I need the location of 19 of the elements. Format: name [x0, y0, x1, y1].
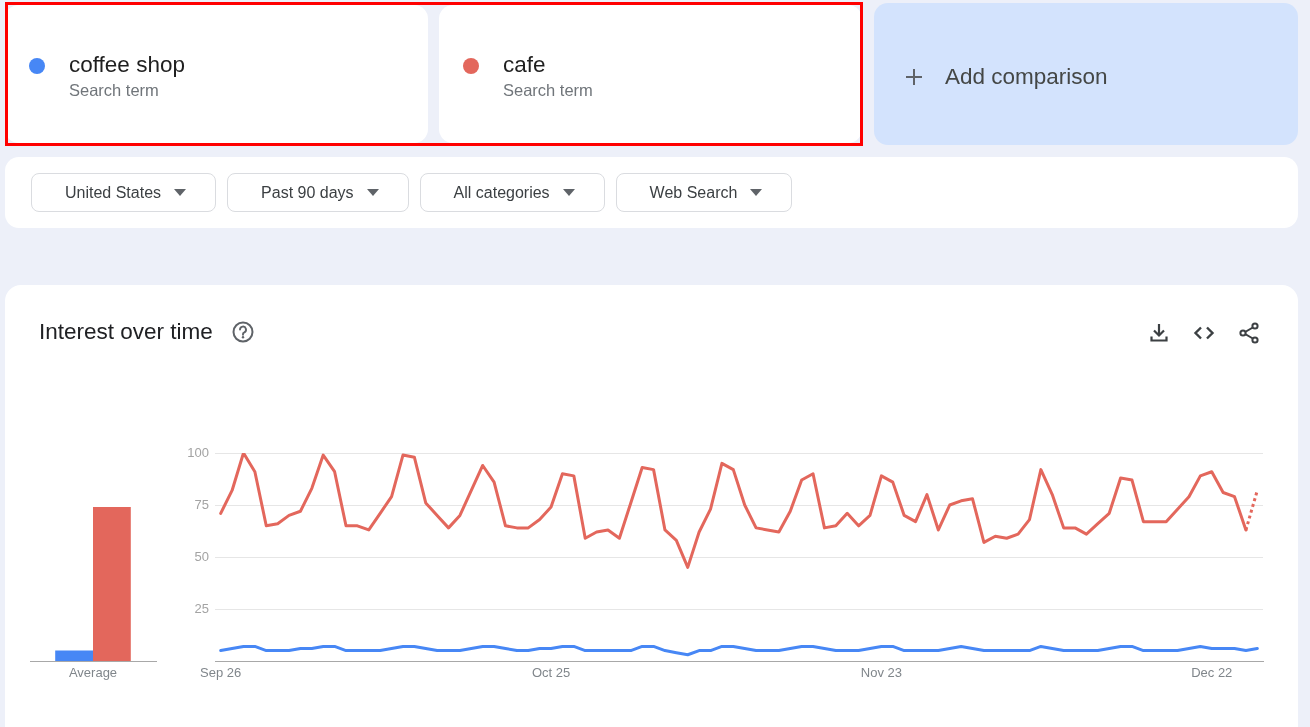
x-tick-label: Oct 25 — [531, 665, 571, 681]
legend-label: coffee shop — [69, 52, 185, 77]
y-tick-label: 75 — [194, 496, 209, 512]
x-tick-label: Average — [68, 665, 118, 681]
x-tick-label: Dec 22 — [1191, 665, 1233, 681]
add-button: Add comparison — [874, 3, 1298, 145]
y-tick-label: 25 — [194, 600, 209, 616]
x-tick-label: Nov 23 — [860, 665, 902, 681]
dropdown-button: United States — [31, 173, 217, 212]
dropdown-button: Web Search — [615, 173, 793, 212]
legend-label: cafe — [503, 52, 546, 77]
y-tick-label: 50 — [194, 548, 209, 564]
chart-title: Interest over time — [39, 319, 213, 344]
text: Search term — [69, 81, 159, 99]
dropdown-button: Past 90 days — [227, 173, 409, 212]
x-tick-label: Sep 26 — [200, 665, 242, 681]
y-tick-label: 100 — [187, 444, 209, 460]
dropdown-button: All categories — [419, 173, 605, 212]
text: Search term — [503, 81, 593, 99]
